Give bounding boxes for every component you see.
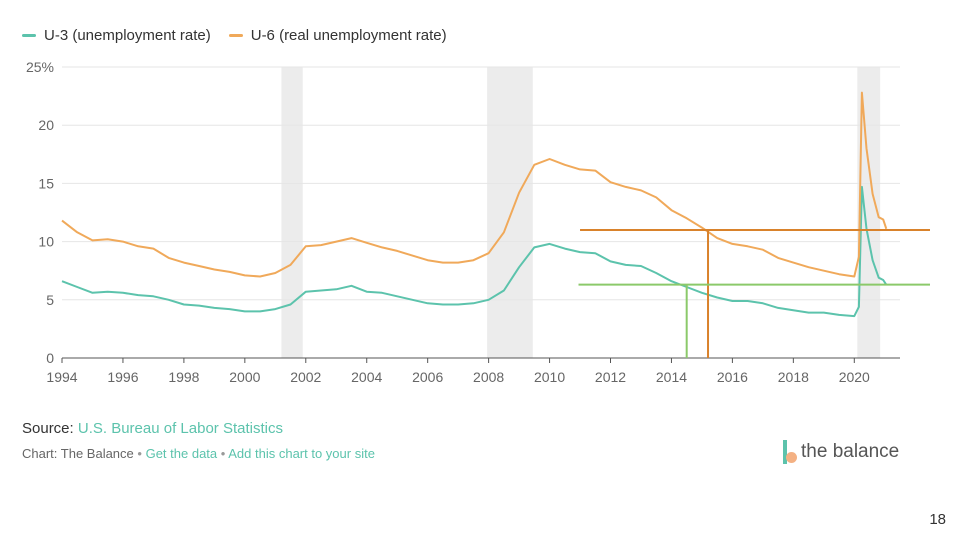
x-tick-label: 1996 <box>107 369 138 385</box>
recession-shading <box>281 67 881 358</box>
separator: • <box>220 446 226 461</box>
chart-legend: U-3 (unemployment rate) U-6 (real unempl… <box>22 27 447 44</box>
balance-logo-icon <box>781 440 797 464</box>
legend-label-u6: U-6 (real unemployment rate) <box>250 27 447 44</box>
x-tick-label: 1994 <box>46 369 77 385</box>
x-tick-label: 2002 <box>290 369 321 385</box>
page-number: 18 <box>929 511 946 528</box>
y-tick-label: 25% <box>26 59 54 75</box>
source-line: Source: U.S. Bureau of Labor Statistics <box>22 420 283 437</box>
gridlines <box>62 66 900 301</box>
x-tick-label: 2014 <box>656 369 687 385</box>
add-chart-link[interactable]: Add this chart to your site <box>228 446 375 461</box>
u3-series-line <box>61 185 888 318</box>
annotation-lines <box>578 228 930 358</box>
get-data-link[interactable]: Get the data <box>145 446 218 461</box>
x-tick-label: 2000 <box>229 369 260 385</box>
legend-swatch-u3 <box>22 34 36 37</box>
x-tick-label: 2012 <box>595 369 626 385</box>
y-tick-label: 0 <box>46 350 54 366</box>
x-tick-label: 1998 <box>168 369 199 385</box>
x-tick-label: 2016 <box>717 369 748 385</box>
separator: • <box>137 446 142 461</box>
y-tick-label: 20 <box>38 117 54 133</box>
brand-name: the balance <box>801 441 900 462</box>
y-tick-label: 15 <box>38 175 54 191</box>
x-tick-label: 2020 <box>839 369 870 385</box>
u6-series-line <box>61 91 888 278</box>
source-link[interactable]: U.S. Bureau of Labor Statistics <box>77 420 283 437</box>
y-tick-label: 10 <box>38 234 54 250</box>
x-tick-label: 2008 <box>473 369 504 385</box>
data-series <box>61 91 888 318</box>
x-tick-label: 2018 <box>778 369 809 385</box>
axes: 0 5 10 15 20 25% 1994 1996 1998 2000 2002 2004 2006 2… <box>26 59 900 385</box>
y-tick-label: 5 <box>46 292 54 308</box>
chart-credit: Chart: The Balance <box>22 446 134 461</box>
legend-label-u3: U-3 (unemployment rate) <box>44 27 211 44</box>
recession-band <box>281 67 303 358</box>
credit-line: Chart: The Balance • Get the data • Add … <box>22 446 375 461</box>
x-tick-label: 2010 <box>534 369 565 385</box>
recession-band <box>487 67 533 358</box>
legend-item-u6[interactable]: U-6 (real unemployment rate) <box>228 27 447 44</box>
brand-logo[interactable]: the balance <box>781 440 899 464</box>
legend-item-u3[interactable]: U-3 (unemployment rate) <box>22 27 211 44</box>
legend-swatch-u6 <box>228 34 243 37</box>
unemployment-line-chart: 0 5 10 15 20 25% 1994 1996 1998 2000 2002 2004 2006 2… <box>26 59 930 385</box>
source-label: Source: <box>22 420 74 437</box>
x-tick-label: 2006 <box>412 369 443 385</box>
x-tick-label: 2004 <box>351 369 382 385</box>
